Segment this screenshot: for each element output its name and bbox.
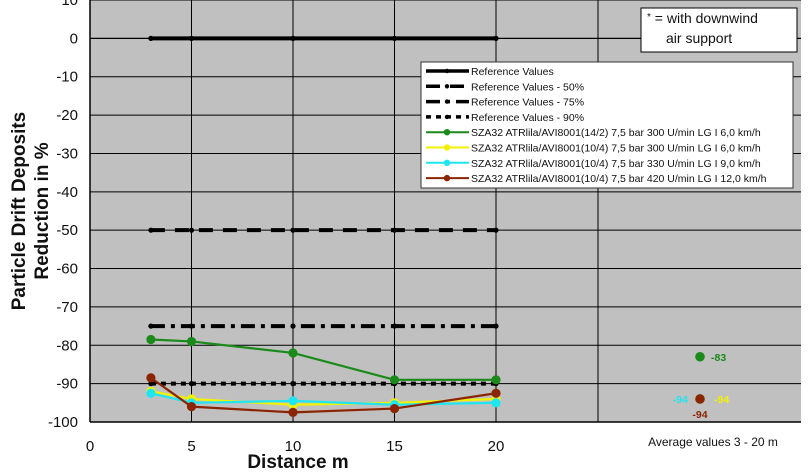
data-point <box>148 227 154 233</box>
x-tick-label: 10 <box>285 438 302 455</box>
y-axis-title-line2: Reduction in % <box>32 142 53 279</box>
data-point <box>389 403 400 414</box>
y-tick-label: -30 <box>56 145 78 162</box>
x-tick-label: 20 <box>488 438 505 455</box>
data-point <box>188 35 195 41</box>
data-point <box>146 334 156 345</box>
y-tick-label: -10 <box>56 69 78 86</box>
y-tick-label: -80 <box>56 337 78 354</box>
y-tick-label: -40 <box>56 184 78 201</box>
data-point <box>188 323 195 329</box>
data-point <box>290 35 296 41</box>
note-box: * = with downwind air support <box>640 7 798 53</box>
data-point <box>186 402 197 412</box>
x-axis-title: Distance m <box>247 452 348 473</box>
data-point <box>290 227 296 233</box>
data-point <box>389 375 400 385</box>
x-tick-label: 0 <box>86 438 94 455</box>
legend-swatch-marker <box>443 129 451 136</box>
legend-swatch-marker <box>444 114 450 120</box>
y-tick-label: -50 <box>56 222 78 239</box>
legend-swatch-marker <box>444 99 450 104</box>
data-point <box>391 35 398 41</box>
note-line1: = with downwind <box>651 10 758 26</box>
y-tick-label: -60 <box>56 261 78 278</box>
y-tick-label: -70 <box>56 299 78 316</box>
x-tick-label: 5 <box>187 438 195 455</box>
legend-label: SZA32 ATRlila/AVI8001(10/4) 7,5 bar 300 … <box>471 143 761 155</box>
legend-swatch-marker <box>443 174 451 182</box>
data-point <box>148 35 154 41</box>
legend-label: SZA32 ATRlila/AVI8001(14/2) 7,5 bar 300 … <box>471 127 761 139</box>
legend-swatch-marker <box>444 68 450 74</box>
data-point <box>493 227 499 233</box>
legend: Reference Values Reference Values - 50% Re… <box>420 61 794 189</box>
data-point <box>290 323 296 329</box>
legend-label: Reference Values - 50% <box>471 81 584 93</box>
legend-label: SZA32 ATRlila/AVI8001(10/4) 7,5 bar 330 … <box>471 158 761 170</box>
legend-box <box>420 61 794 189</box>
average-label: -94 <box>673 394 688 406</box>
note-line2: air support <box>666 30 732 46</box>
data-point <box>288 396 298 406</box>
avg-axis-label: Average values 3 - 20 m <box>648 435 778 449</box>
data-point <box>491 375 501 385</box>
data-point <box>290 381 296 387</box>
data-point <box>188 381 195 387</box>
average-label: -94 <box>714 394 729 406</box>
legend-swatch-marker <box>443 144 451 151</box>
y-tick-label: -20 <box>56 107 78 124</box>
average-point <box>695 394 705 404</box>
data-point <box>288 348 298 358</box>
data-point <box>146 388 156 398</box>
legend-label: Reference Values - 75% <box>471 97 584 109</box>
data-point <box>493 323 499 329</box>
series-layer <box>146 35 501 418</box>
y-tick-label: 0 <box>70 30 78 47</box>
average-points: -83 -94 -94 -94 <box>673 352 730 421</box>
legend-label: Reference Values - 90% <box>471 112 584 124</box>
legend-label: Reference Values <box>471 66 554 78</box>
y-tick-label: -90 <box>56 376 78 393</box>
data-point <box>148 381 154 387</box>
legend-swatch-marker <box>443 159 451 166</box>
data-point <box>493 35 499 41</box>
data-point <box>491 388 501 398</box>
y-tick-label: -100 <box>48 414 78 431</box>
average-label: -83 <box>711 352 726 364</box>
data-point <box>148 323 154 329</box>
data-point <box>288 407 298 418</box>
data-point <box>146 373 156 383</box>
legend-swatch-marker <box>444 84 450 89</box>
average-label: -94 <box>692 409 707 421</box>
note-star-symbol: * <box>647 12 651 23</box>
x-tick-label: 15 <box>386 438 403 455</box>
data-point <box>391 227 398 233</box>
axes: 10 0 -10 -20 -30 -40 -50 -60 -70 -80 -90 -100 0 5 10 15… <box>48 0 801 455</box>
average-point <box>695 351 705 362</box>
legend-label: SZA32 ATRlila/AVI8001(10/4) 7,5 bar 420 … <box>471 173 767 185</box>
data-point <box>188 227 195 233</box>
data-point <box>186 336 197 347</box>
note-star: * = with downwind <box>647 10 758 26</box>
y-axis-title-line1: Particle Drift Deposits <box>9 112 30 311</box>
y-tick-label: 10 <box>61 0 78 9</box>
data-point <box>491 398 501 408</box>
data-point <box>391 323 398 329</box>
